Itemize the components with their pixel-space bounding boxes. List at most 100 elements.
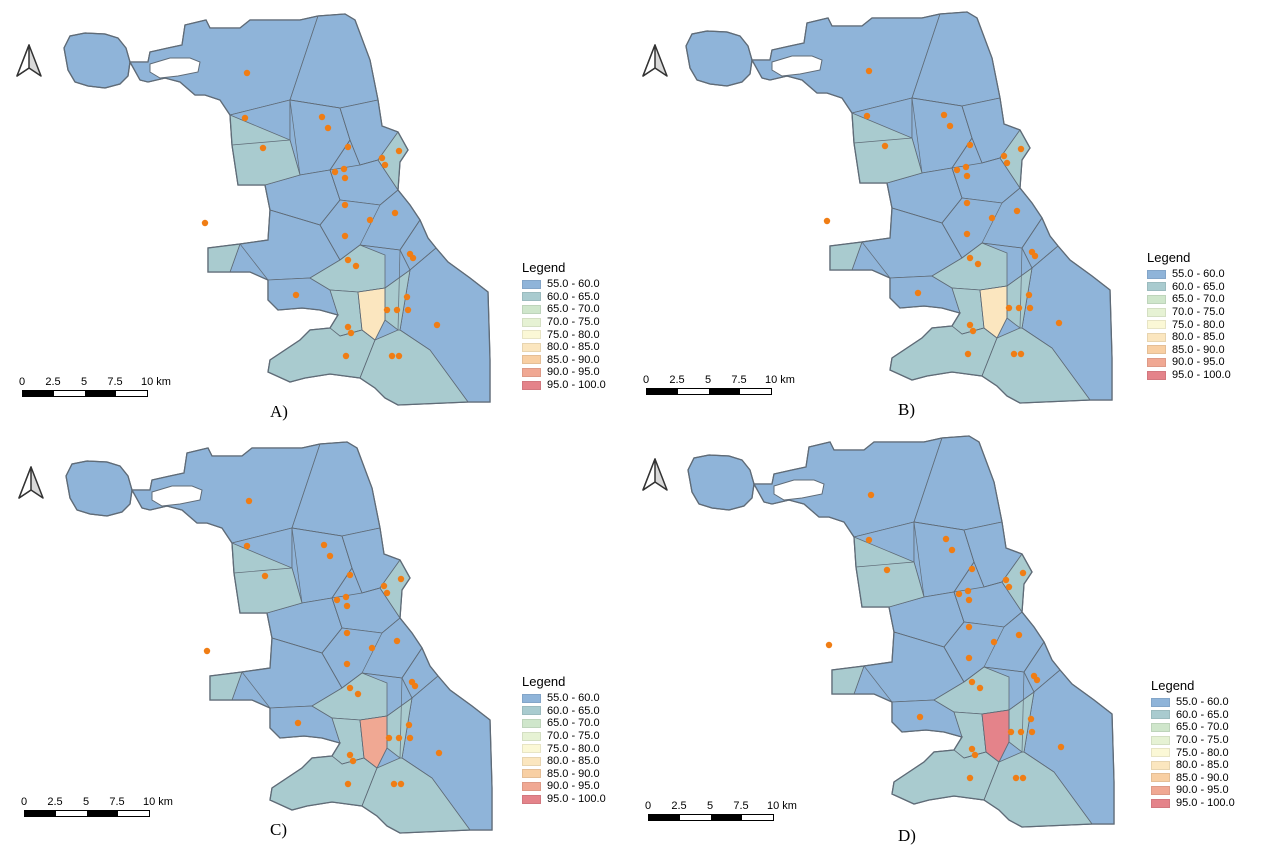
station-point <box>953 166 961 174</box>
zone-boundary <box>983 626 1005 668</box>
north-arrow-icon <box>642 44 668 77</box>
scale-bar: 0 2.5 5 7.5 10 km <box>642 374 795 395</box>
zone-boundary <box>291 527 303 604</box>
north-arrow-icon <box>642 458 668 491</box>
legend-swatch <box>1151 735 1170 745</box>
zone-boundary <box>1023 671 1035 693</box>
station-point <box>1019 569 1027 577</box>
station-point <box>1003 159 1011 167</box>
legend-label: 65.0 - 70.0 <box>547 303 600 316</box>
legend-swatch <box>1147 370 1166 380</box>
zone-boundary <box>863 665 893 703</box>
zone-boundary <box>376 747 388 769</box>
legend-swatch <box>522 279 541 289</box>
legend-item: 65.0 - 70.0 <box>1147 293 1231 306</box>
legend-label: 85.0 - 90.0 <box>1176 771 1229 784</box>
station-point <box>1015 631 1023 639</box>
legend-swatch <box>522 355 541 365</box>
legend-label: 60.0 - 65.0 <box>1176 708 1229 721</box>
zone-boundary <box>361 632 383 674</box>
legend-item: 70.0 - 75.0 <box>1151 734 1235 747</box>
legend-item: 90.0 - 95.0 <box>1147 356 1231 369</box>
zone-boundary <box>399 219 421 251</box>
legend-label: 70.0 - 75.0 <box>1172 306 1225 319</box>
zone-boundary <box>1008 691 1035 711</box>
station-point <box>411 682 419 690</box>
legend-swatch <box>522 693 541 703</box>
station-point <box>294 719 302 727</box>
zone-boundary <box>401 677 413 699</box>
scale-tick-label: 10 km <box>143 796 173 808</box>
legend-swatch <box>522 292 541 302</box>
legend-item: 60.0 - 65.0 <box>522 291 606 304</box>
legend-item: 80.0 - 85.0 <box>522 755 606 768</box>
legend-label: 95.0 - 100.0 <box>1176 797 1235 810</box>
zone-boundary <box>971 137 983 164</box>
legend-swatch <box>1151 773 1170 783</box>
station-point <box>1025 291 1033 299</box>
station-point <box>292 291 300 299</box>
legend-swatch <box>1147 294 1166 304</box>
station-point <box>435 749 443 757</box>
scale-bar: 0 2.5 5 7.5 10 km <box>645 800 797 821</box>
station-point <box>320 541 328 549</box>
zone-boundary <box>1021 217 1043 249</box>
zone-boundary <box>981 157 1001 164</box>
legend-label: 90.0 - 95.0 <box>1176 784 1229 797</box>
zone-boundary <box>397 249 401 331</box>
station-point <box>341 232 349 240</box>
zone-boundary <box>985 751 1000 763</box>
scale-tick-label: 2.5 <box>45 376 61 388</box>
legend-swatch <box>522 731 541 741</box>
zone-boundary <box>913 521 925 598</box>
legend-label: 80.0 - 85.0 <box>547 755 600 768</box>
legend-label: 65.0 - 70.0 <box>1176 721 1229 734</box>
legend-swatch <box>1151 722 1170 732</box>
zone-boundary <box>359 159 379 166</box>
zone-boundary <box>399 249 411 271</box>
zone-boundary <box>996 317 1008 339</box>
station-point <box>344 256 352 264</box>
station-point <box>964 350 972 358</box>
scale-tick-label: 5 <box>82 796 90 808</box>
zone-boundary <box>361 329 376 341</box>
station-point <box>201 219 209 227</box>
zone-boundary <box>983 761 1000 801</box>
station-point <box>881 142 889 150</box>
station-point <box>405 721 413 729</box>
legend-swatch <box>522 317 541 327</box>
legend-item: 55.0 - 60.0 <box>1151 696 1235 709</box>
station-point <box>1055 319 1063 327</box>
station-point <box>971 751 979 759</box>
zone-boundary <box>361 672 403 679</box>
legend-items: 55.0 - 60.0 60.0 - 65.0 65.0 - 70.0 70.0 - … <box>1151 696 1235 809</box>
scale-tick-label: 2.5 <box>671 800 687 812</box>
zone-boundary <box>289 99 341 109</box>
scale-tick-label: 7.5 <box>109 796 125 808</box>
map-panel-b: 0 2.5 5 7.5 10 km Legend 55.0 - 60.0 60.0… <box>622 0 1252 419</box>
zone-boundary <box>359 715 388 721</box>
scale-tick-label: 0 <box>642 374 650 386</box>
legend-items: 55.0 - 60.0 60.0 - 65.0 65.0 - 70.0 70.0 - … <box>522 278 606 391</box>
zone-teal <box>889 325 998 381</box>
station-point <box>341 174 349 182</box>
zone-boundary <box>963 666 985 683</box>
zone-boundary <box>231 139 291 146</box>
station-point <box>948 546 956 554</box>
legend-item: 60.0 - 65.0 <box>1151 709 1235 722</box>
legend-swatch <box>1151 710 1170 720</box>
legend-title: Legend <box>1147 250 1191 265</box>
zone-boundary <box>981 242 1023 249</box>
zone-boundary <box>291 527 343 537</box>
legend-label: 90.0 - 95.0 <box>1172 356 1225 369</box>
station-point <box>946 122 954 130</box>
zone-boundary <box>359 339 376 379</box>
zone-boundary <box>943 621 965 648</box>
legend-swatch <box>1147 307 1166 317</box>
legend-label: 70.0 - 75.0 <box>547 316 600 329</box>
zone-boundary <box>329 169 341 201</box>
station-point <box>397 575 405 583</box>
legend-label: 55.0 - 60.0 <box>547 692 600 705</box>
station-point <box>823 217 831 225</box>
legend-swatch <box>1147 269 1166 279</box>
